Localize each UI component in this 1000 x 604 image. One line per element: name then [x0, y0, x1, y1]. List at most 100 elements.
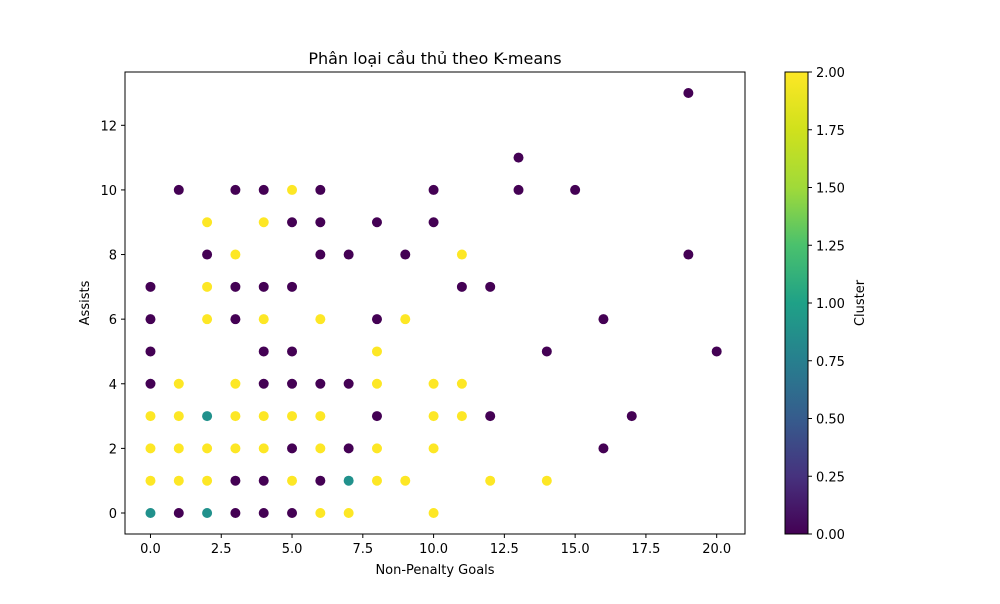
- data-point: [230, 314, 241, 325]
- data-point: [202, 475, 213, 486]
- colorbar-tick-label: 0.00: [816, 528, 845, 543]
- data-point: [145, 411, 156, 422]
- data-point: [570, 184, 581, 195]
- data-point: [202, 411, 213, 422]
- colorbar-tick-label: 0.75: [816, 355, 845, 370]
- y-tick-label: 12: [100, 119, 117, 134]
- data-point: [173, 411, 184, 422]
- data-point: [315, 314, 326, 325]
- colorbar-label: Cluster: [853, 279, 868, 326]
- data-points: [145, 88, 722, 518]
- data-point: [230, 184, 241, 195]
- data-point: [230, 411, 241, 422]
- x-tick-label: 0.0: [140, 542, 161, 557]
- data-point: [400, 249, 411, 260]
- x-tick-label: 20.0: [702, 542, 731, 557]
- data-point: [202, 249, 213, 260]
- data-point: [400, 314, 411, 325]
- y-tick-label: 8: [109, 249, 117, 264]
- y-axis-ticks: 0 2 4 6 8 10 12: [100, 119, 125, 522]
- y-axis-label: Assists: [78, 280, 93, 325]
- data-point: [343, 443, 354, 454]
- data-point: [287, 475, 298, 486]
- data-point: [202, 281, 213, 292]
- x-tick-label: 7.5: [352, 542, 373, 557]
- data-point: [626, 411, 637, 422]
- data-point: [230, 281, 241, 292]
- data-point: [173, 378, 184, 389]
- data-point: [343, 249, 354, 260]
- data-point: [485, 475, 496, 486]
- data-point: [258, 314, 269, 325]
- data-point: [315, 249, 326, 260]
- data-point: [683, 249, 694, 260]
- data-point: [173, 443, 184, 454]
- x-axis-ticks: 0.0 2.5 5.0 7.5 10.0 12.5 15.0 17.5 20.0: [140, 534, 731, 557]
- data-point: [145, 378, 156, 389]
- chart-title: Phân loại cầu thủ theo K-means: [308, 49, 561, 68]
- data-point: [371, 411, 382, 422]
- data-point: [428, 508, 439, 518]
- data-point: [598, 443, 609, 454]
- data-point: [173, 475, 184, 486]
- data-point: [485, 281, 496, 292]
- data-point: [287, 184, 298, 195]
- data-point: [371, 346, 382, 357]
- data-point: [173, 508, 184, 518]
- x-tick-label: 12.5: [490, 542, 519, 557]
- data-point: [343, 475, 354, 486]
- data-point: [258, 411, 269, 422]
- data-point: [371, 314, 382, 325]
- y-tick-label: 6: [109, 313, 117, 328]
- data-point: [258, 281, 269, 292]
- data-point: [258, 443, 269, 454]
- data-point: [541, 475, 552, 486]
- colorbar-tick-label: 2.00: [816, 66, 845, 81]
- data-point: [711, 346, 722, 357]
- data-point: [428, 184, 439, 195]
- data-point: [428, 378, 439, 389]
- colorbar-ticks: 0.00 0.25 0.50 0.75 1.00 1.25 1.50 1.75 2.00: [808, 66, 845, 543]
- data-point: [456, 411, 467, 422]
- x-tick-label: 5.0: [282, 542, 303, 557]
- data-point: [230, 249, 241, 260]
- data-point: [230, 443, 241, 454]
- data-point: [287, 508, 298, 518]
- data-point: [258, 508, 269, 518]
- data-point: [513, 152, 524, 163]
- data-point: [258, 217, 269, 228]
- data-point: [315, 217, 326, 228]
- data-point: [371, 443, 382, 454]
- data-point: [287, 411, 298, 422]
- data-point: [485, 411, 496, 422]
- data-point: [315, 378, 326, 389]
- data-point: [145, 475, 156, 486]
- data-point: [202, 508, 213, 518]
- data-point: [315, 184, 326, 195]
- data-point: [456, 249, 467, 260]
- x-tick-label: 10.0: [419, 542, 448, 557]
- plot-frame: [124, 71, 746, 535]
- data-point: [287, 378, 298, 389]
- data-point: [371, 217, 382, 228]
- colorbar-tick-label: 0.25: [816, 470, 845, 485]
- data-point: [456, 378, 467, 389]
- data-point: [258, 346, 269, 357]
- data-point: [598, 314, 609, 325]
- data-point: [428, 443, 439, 454]
- colorbar-tick-label: 1.25: [816, 239, 845, 254]
- y-tick-label: 10: [100, 184, 117, 199]
- y-tick-label: 2: [109, 442, 117, 457]
- x-tick-label: 15.0: [561, 542, 590, 557]
- data-point: [230, 475, 241, 486]
- data-point: [513, 184, 524, 195]
- data-point: [371, 378, 382, 389]
- colorbar: [784, 71, 809, 535]
- data-point: [173, 184, 184, 195]
- data-point: [343, 508, 354, 518]
- data-point: [287, 217, 298, 228]
- y-tick-label: 0: [109, 507, 117, 522]
- data-point: [428, 411, 439, 422]
- data-point: [202, 314, 213, 325]
